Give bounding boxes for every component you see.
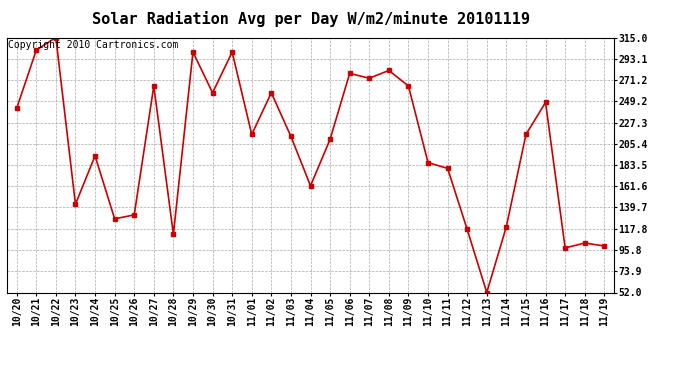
Text: Copyright 2010 Cartronics.com: Copyright 2010 Cartronics.com	[8, 40, 179, 50]
Text: Solar Radiation Avg per Day W/m2/minute 20101119: Solar Radiation Avg per Day W/m2/minute …	[92, 11, 529, 27]
